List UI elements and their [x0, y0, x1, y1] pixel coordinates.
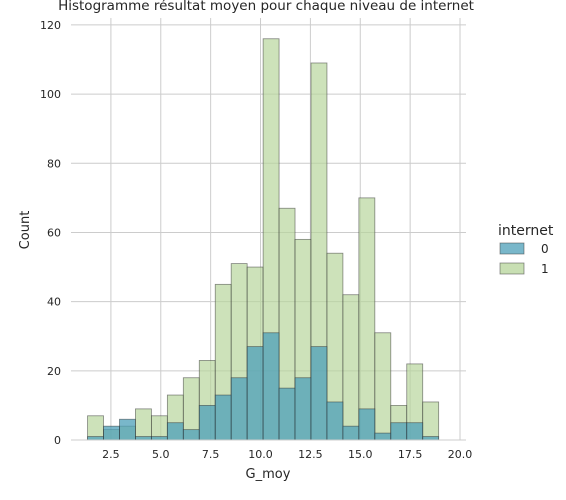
x-tick-label: 15.0 — [348, 448, 373, 461]
legend-swatch-0 — [499, 242, 525, 255]
histogram-bar-0 — [198, 405, 216, 441]
histogram-bar-1 — [374, 332, 392, 441]
histogram-bar-0 — [182, 429, 200, 441]
histogram-bar-0 — [326, 401, 344, 441]
x-tick-label: 17.5 — [398, 448, 423, 461]
histogram-bar-0 — [230, 377, 248, 441]
legend-title: internet — [498, 223, 554, 239]
y-tick-label: 20 — [47, 365, 61, 378]
histogram-bar-1 — [358, 197, 376, 441]
histogram-bar-0 — [294, 377, 312, 441]
histogram-bar-0 — [246, 346, 264, 441]
histogram-bar-0 — [150, 436, 168, 441]
x-tick-label: 10.0 — [248, 448, 273, 461]
histogram-bar-0 — [310, 346, 328, 441]
x-tick-label: 5.0 — [152, 448, 170, 461]
legend-swatch-1 — [499, 262, 525, 275]
y-tick-label: 80 — [47, 157, 61, 170]
y-tick-label: 60 — [47, 226, 61, 239]
y-tick-label: 0 — [54, 434, 61, 447]
y-tick-labels: 0 20 40 60 80 100 120 — [40, 19, 61, 447]
histogram-bar-0 — [135, 436, 152, 441]
y-axis-title: Count — [18, 211, 33, 250]
x-tick-labels: 2.5 5.0 7.5 10.0 12.5 15.0 17.5 20.0 — [102, 448, 472, 461]
histogram-bar-0 — [422, 436, 440, 441]
histogram-bar-1 — [422, 401, 440, 441]
histogram-bar-0 — [103, 425, 120, 441]
histogram-bar-0 — [358, 408, 376, 441]
y-tick-label: 120 — [40, 19, 61, 32]
chart-title: Histogramme résultat moyen pour chaque n… — [58, 0, 474, 14]
histogram-bar-0 — [342, 425, 360, 441]
histogram-bar-0 — [374, 432, 392, 441]
x-tick-label: 12.5 — [298, 448, 323, 461]
histogram-bar-0 — [214, 394, 232, 441]
histogram-bar-0 — [87, 436, 104, 441]
x-tick-label: 20.0 — [448, 448, 473, 461]
legend-label-1: 1 — [541, 262, 549, 276]
y-tick-label: 100 — [40, 88, 61, 101]
x-tick-label: 2.5 — [102, 448, 120, 461]
histogram-bar-0 — [278, 387, 296, 441]
legend-label-0: 0 — [541, 242, 549, 256]
x-tick-label: 7.5 — [202, 448, 220, 461]
histogram-bar-0 — [406, 422, 424, 441]
histogram-bar-0 — [119, 418, 136, 441]
y-tick-label: 40 — [47, 296, 61, 309]
histogram-bar-0 — [390, 422, 408, 441]
histogram-bar-1 — [342, 294, 360, 441]
histogram-bar-1 — [135, 408, 152, 441]
histogram-bar-0 — [262, 332, 280, 441]
x-axis-title: G_moy — [246, 467, 291, 482]
legend: internet 0 1 — [498, 223, 554, 276]
histogram-bar-0 — [166, 422, 184, 441]
